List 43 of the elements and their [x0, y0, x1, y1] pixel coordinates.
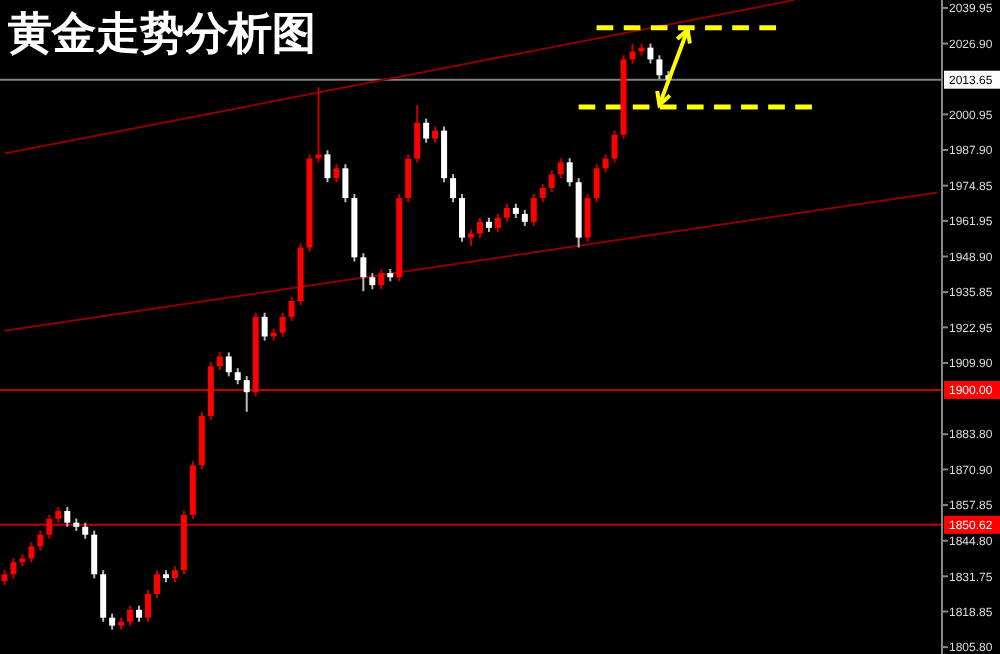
- candlestick: [548, 169, 555, 194]
- candlestick: [145, 588, 152, 623]
- candlestick: [459, 192, 466, 243]
- candlestick: [378, 268, 385, 291]
- candlestick: [647, 42, 654, 65]
- candlestick: [584, 192, 591, 243]
- candlestick: [10, 557, 17, 580]
- candlestick: [405, 153, 412, 204]
- candlestick: [494, 212, 501, 233]
- candlestick: [656, 54, 663, 81]
- candlestick: [324, 149, 331, 184]
- candlestick: [476, 216, 483, 239]
- candlestick: [28, 541, 35, 564]
- chart-title: 黄金走势分析图: [6, 10, 316, 60]
- candlestick: [216, 351, 223, 372]
- candlestick: [360, 252, 367, 293]
- candlestick: [441, 125, 448, 184]
- candlestick: [261, 311, 268, 342]
- candlestick: [154, 569, 160, 600]
- candlestick: [423, 117, 430, 144]
- candlestick: [450, 173, 457, 204]
- candlestick: [414, 103, 421, 164]
- candlestick: [225, 351, 232, 378]
- candlestick: [315, 86, 322, 164]
- candlestick: [602, 153, 609, 174]
- candlestick: [288, 295, 295, 322]
- candlestick: [530, 192, 537, 227]
- candlestick: [91, 529, 98, 580]
- candlestick: [342, 163, 349, 204]
- candlestick: [64, 505, 71, 528]
- candlestick: [100, 569, 107, 623]
- candlestick: [37, 529, 44, 552]
- candlestick: [593, 163, 600, 204]
- candlestick: [566, 157, 573, 188]
- candlestick: [557, 157, 564, 180]
- candlestick: [503, 202, 510, 223]
- candlestick: [611, 129, 618, 164]
- candlestick: [539, 182, 546, 204]
- candlestick: [333, 163, 340, 184]
- candlestick: [279, 311, 286, 338]
- candlestick: [243, 375, 250, 413]
- candlestick: [629, 42, 636, 65]
- candlestick: [127, 604, 134, 627]
